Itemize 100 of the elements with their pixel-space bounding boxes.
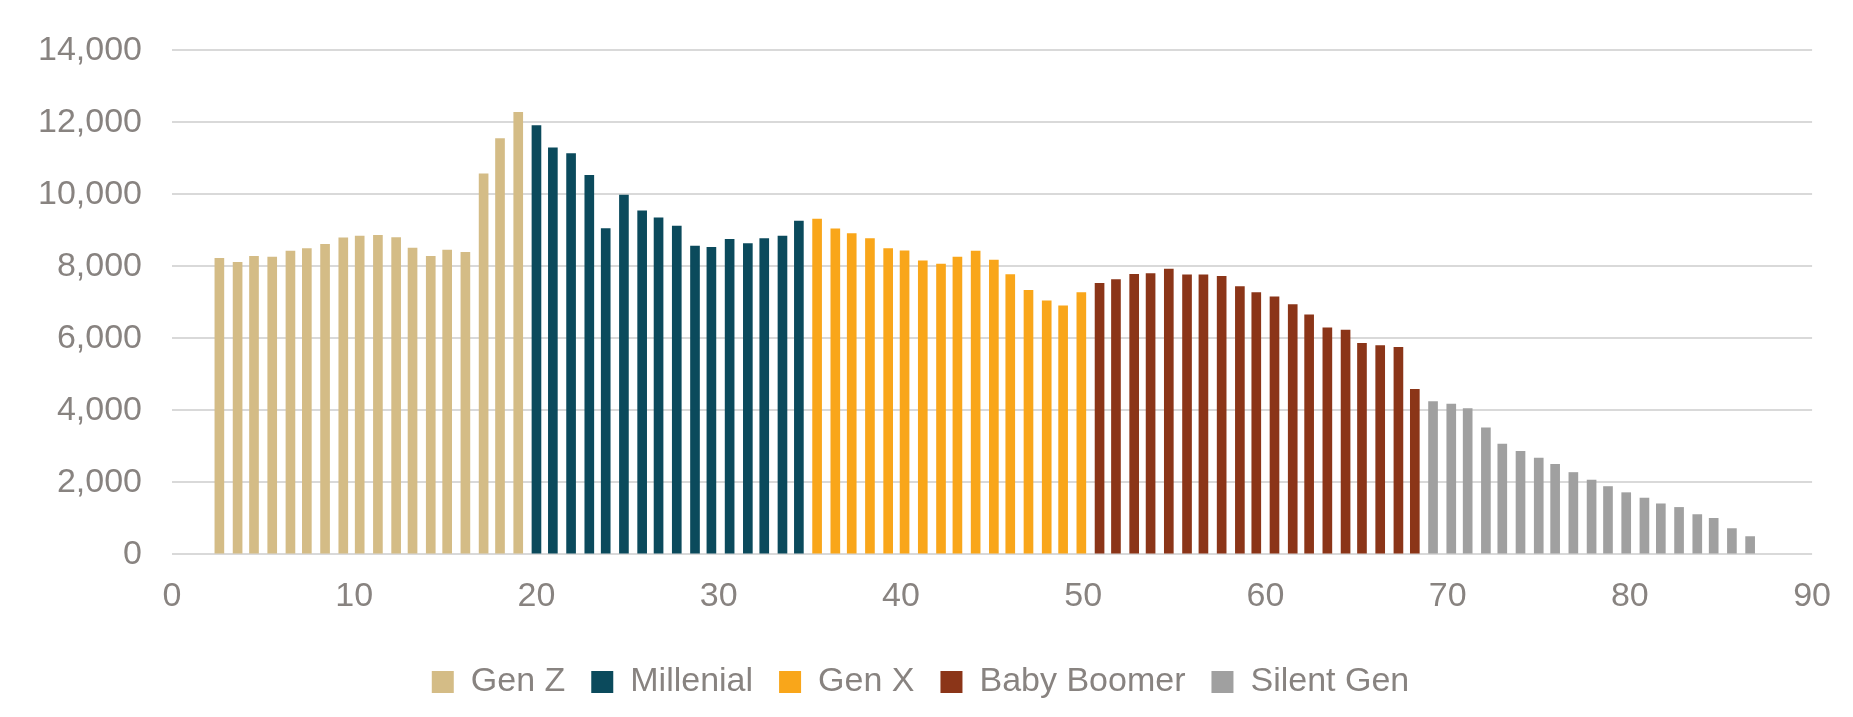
y-tick-label: 12,000 xyxy=(37,100,142,139)
bar xyxy=(249,255,259,554)
x-tick-label: 10 xyxy=(335,574,374,613)
bar xyxy=(1515,450,1526,554)
bar xyxy=(653,217,664,554)
bar xyxy=(1216,276,1227,554)
bar xyxy=(1550,463,1560,554)
bar xyxy=(1533,457,1544,554)
bar xyxy=(759,238,770,554)
bar xyxy=(407,247,418,554)
bar xyxy=(1446,403,1457,554)
bar xyxy=(460,251,471,554)
bar xyxy=(812,218,822,554)
bar xyxy=(600,228,611,554)
bar xyxy=(989,259,999,554)
bar xyxy=(338,237,349,554)
bar xyxy=(1287,304,1298,554)
bar xyxy=(1586,479,1597,554)
y-tick-label: 10,000 xyxy=(37,172,142,211)
bar xyxy=(1322,327,1333,554)
bar xyxy=(373,235,383,554)
bar xyxy=(1235,286,1245,554)
bar xyxy=(1111,279,1121,554)
bar xyxy=(619,194,629,554)
bar xyxy=(1497,443,1508,554)
bar xyxy=(846,233,857,554)
bar xyxy=(566,153,576,554)
bar xyxy=(690,245,700,554)
bar xyxy=(1182,274,1192,554)
x-tick-label: 50 xyxy=(1064,574,1103,613)
bar xyxy=(1094,282,1105,554)
bar xyxy=(1304,314,1314,554)
bar xyxy=(320,244,330,554)
y-tick-label: 8,000 xyxy=(56,244,142,283)
x-tick-label: 40 xyxy=(882,574,920,613)
bar xyxy=(391,237,401,554)
bar xyxy=(1462,408,1473,554)
bar xyxy=(285,250,296,554)
bar xyxy=(1357,342,1367,554)
bar xyxy=(478,173,489,554)
x-tick-label: 60 xyxy=(1246,574,1285,613)
bar xyxy=(214,258,225,554)
bar xyxy=(1041,300,1052,554)
bar xyxy=(1251,292,1262,554)
bar xyxy=(1393,346,1404,554)
bar xyxy=(495,138,505,554)
x-tick-label: 30 xyxy=(699,574,738,613)
bar xyxy=(1621,492,1632,554)
legend-label: Millenial xyxy=(630,660,754,699)
bar xyxy=(302,248,312,554)
y-tick-label: 0 xyxy=(123,532,142,571)
x-tick-label: 70 xyxy=(1428,574,1467,613)
bar xyxy=(830,228,841,554)
bar xyxy=(1005,274,1016,554)
y-tick-label: 14,000 xyxy=(37,28,142,67)
bar xyxy=(1340,329,1351,554)
bar xyxy=(584,174,595,554)
y-tick-label: 2,000 xyxy=(56,460,142,499)
x-tick-label: 20 xyxy=(517,574,556,613)
bar xyxy=(936,263,946,554)
bar xyxy=(794,220,804,554)
bar xyxy=(1409,389,1420,554)
bar xyxy=(1603,486,1613,554)
bar xyxy=(1145,273,1156,554)
bar xyxy=(1058,305,1068,554)
bar xyxy=(1727,528,1737,554)
legend-label: Gen Z xyxy=(470,660,566,699)
bar xyxy=(724,239,735,554)
bar xyxy=(1674,507,1684,554)
bar xyxy=(952,256,963,554)
bar xyxy=(706,246,717,554)
bar xyxy=(1129,273,1140,554)
bar xyxy=(743,243,753,554)
bar xyxy=(1481,427,1491,554)
bar xyxy=(513,111,524,554)
bar xyxy=(1375,345,1386,554)
bar xyxy=(1692,514,1703,554)
bar xyxy=(1198,274,1209,554)
legend-label: Gen X xyxy=(818,660,915,699)
x-tick-label: 90 xyxy=(1793,574,1831,613)
bar xyxy=(531,125,542,554)
bar xyxy=(1428,401,1438,554)
bar xyxy=(1745,536,1755,554)
bar xyxy=(354,235,365,554)
bar xyxy=(442,249,452,554)
bar xyxy=(1023,290,1034,554)
bar xyxy=(883,248,893,554)
y-tick-label: 4,000 xyxy=(56,388,142,427)
bar xyxy=(917,260,928,554)
bar xyxy=(777,235,788,554)
bar xyxy=(267,256,278,554)
bar xyxy=(1163,268,1174,554)
y-tick-label: 6,000 xyxy=(56,316,142,355)
bar xyxy=(865,238,875,554)
legend-label: Baby Boomer xyxy=(979,660,1186,699)
bar xyxy=(1269,296,1280,554)
x-tick-label: 0 xyxy=(162,574,182,613)
bar xyxy=(1639,497,1650,554)
bar xyxy=(1708,517,1719,554)
bar xyxy=(637,210,647,554)
